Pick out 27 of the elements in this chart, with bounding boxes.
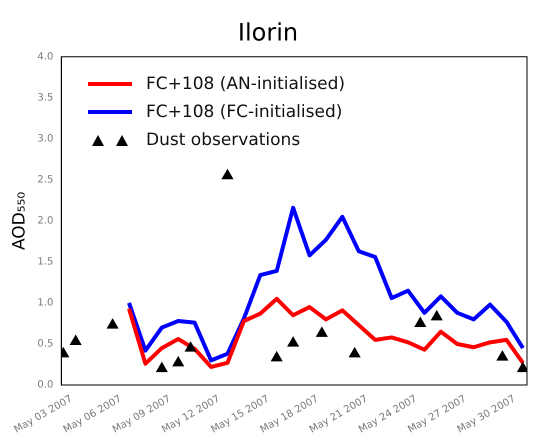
point bbox=[106, 318, 118, 329]
y-tick-label: 0.0 bbox=[37, 380, 54, 391]
point bbox=[156, 362, 168, 372]
y-tick-label: 2.5 bbox=[37, 174, 54, 186]
point bbox=[172, 356, 184, 366]
point bbox=[271, 351, 282, 362]
point bbox=[316, 326, 328, 337]
y-tick-label: 1.0 bbox=[37, 298, 54, 309]
y-tick-label: 0.5 bbox=[37, 338, 54, 350]
legend-label: Dust observations bbox=[146, 130, 300, 150]
y-tick-label: 4.0 bbox=[37, 51, 54, 62]
y-tick-label: 1.5 bbox=[37, 256, 54, 268]
point bbox=[184, 342, 196, 352]
y-tick-label: 3.0 bbox=[37, 133, 54, 144]
y-tick-label: 3.5 bbox=[37, 92, 54, 104]
point bbox=[287, 336, 299, 347]
point bbox=[222, 169, 234, 180]
y-axis-title: AOD₅₅₀ bbox=[10, 192, 30, 250]
legend-label: FC+108 (AN-initialised) bbox=[146, 74, 346, 94]
chart-title: Ilorin bbox=[238, 18, 298, 47]
legend-label: FC+108 (FC-initialised) bbox=[146, 102, 342, 122]
point bbox=[70, 335, 82, 346]
point bbox=[414, 316, 426, 327]
point bbox=[496, 350, 508, 361]
y-tick-label: 2.0 bbox=[37, 215, 54, 226]
point bbox=[348, 347, 360, 358]
point bbox=[431, 310, 442, 320]
